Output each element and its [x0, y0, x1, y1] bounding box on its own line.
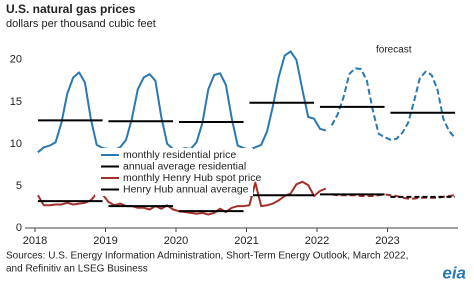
annotation: forecast [376, 45, 412, 56]
y-tick-label: 15 [10, 96, 22, 108]
logo: eia [442, 263, 466, 282]
legend-box [95, 148, 253, 196]
chart-subtitle: dollars per thousand cubic feet [6, 18, 156, 30]
x-tick-label: 2019 [93, 235, 117, 247]
y-tick-label: 0 [16, 222, 22, 234]
x-tick-label: 2022 [305, 235, 329, 247]
x-tick-label: 2018 [23, 235, 47, 247]
source: and Refinitiv an LSEG Business [6, 264, 148, 275]
x-tick-label: 2023 [375, 235, 399, 247]
legend-label: monthly residential price [123, 149, 236, 161]
source: Sources: U.S. Energy Information Adminis… [6, 251, 408, 262]
y-tick-label: 20 [10, 54, 22, 66]
series-line [330, 67, 456, 141]
legend-label: Henry Hub annual average [123, 183, 249, 195]
chart-title: U.S. natural gas prices [6, 2, 136, 16]
legend-label: monthly Henry Hub spot price [123, 172, 261, 184]
y-tick-label: 10 [10, 138, 22, 150]
legend-label: annual average residential [123, 160, 246, 172]
y-tick-label: 5 [16, 180, 22, 192]
x-tick-label: 2021 [234, 235, 258, 247]
x-tick-label: 2020 [164, 235, 188, 247]
